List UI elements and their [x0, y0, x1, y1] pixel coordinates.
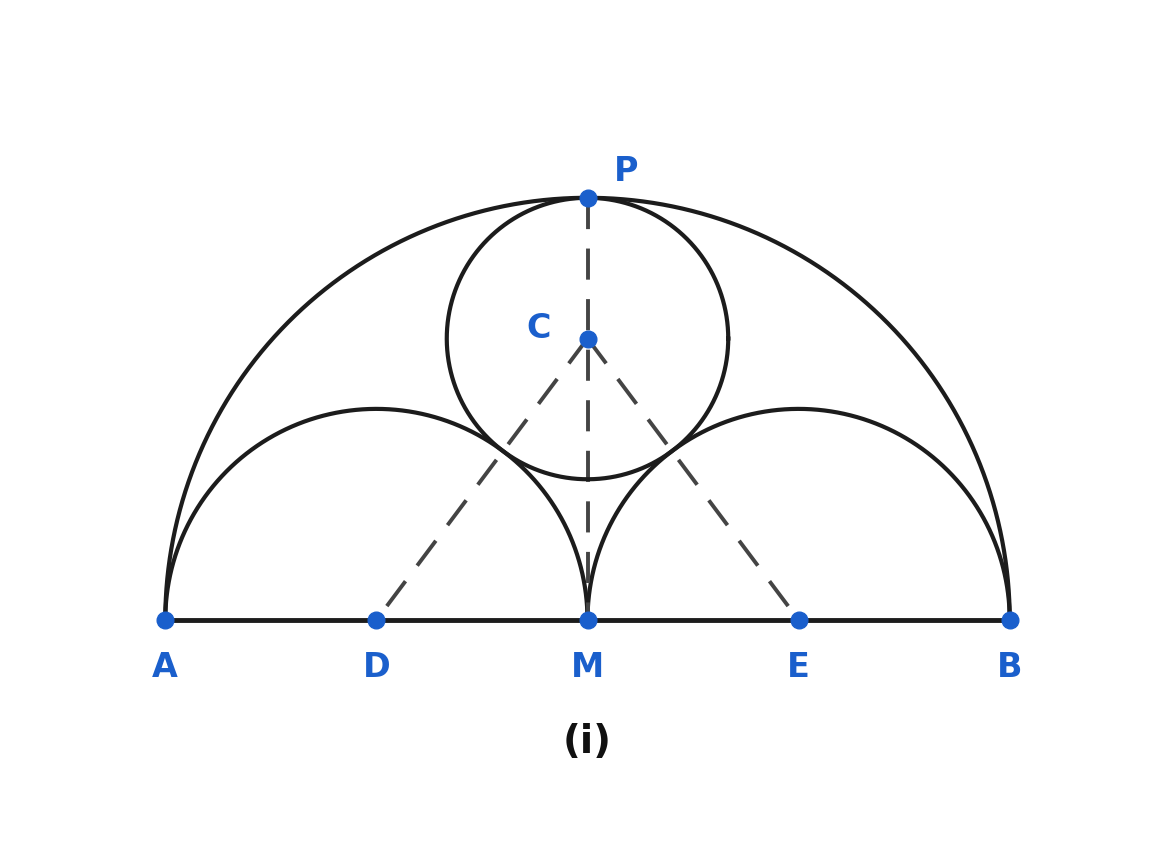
Text: E: E — [787, 650, 810, 683]
Text: M: M — [571, 650, 604, 683]
Text: D: D — [363, 650, 390, 683]
Text: C: C — [526, 312, 551, 345]
Text: (i): (i) — [563, 722, 612, 760]
Text: A: A — [153, 650, 179, 683]
Text: B: B — [996, 650, 1022, 683]
Text: P: P — [613, 155, 638, 188]
